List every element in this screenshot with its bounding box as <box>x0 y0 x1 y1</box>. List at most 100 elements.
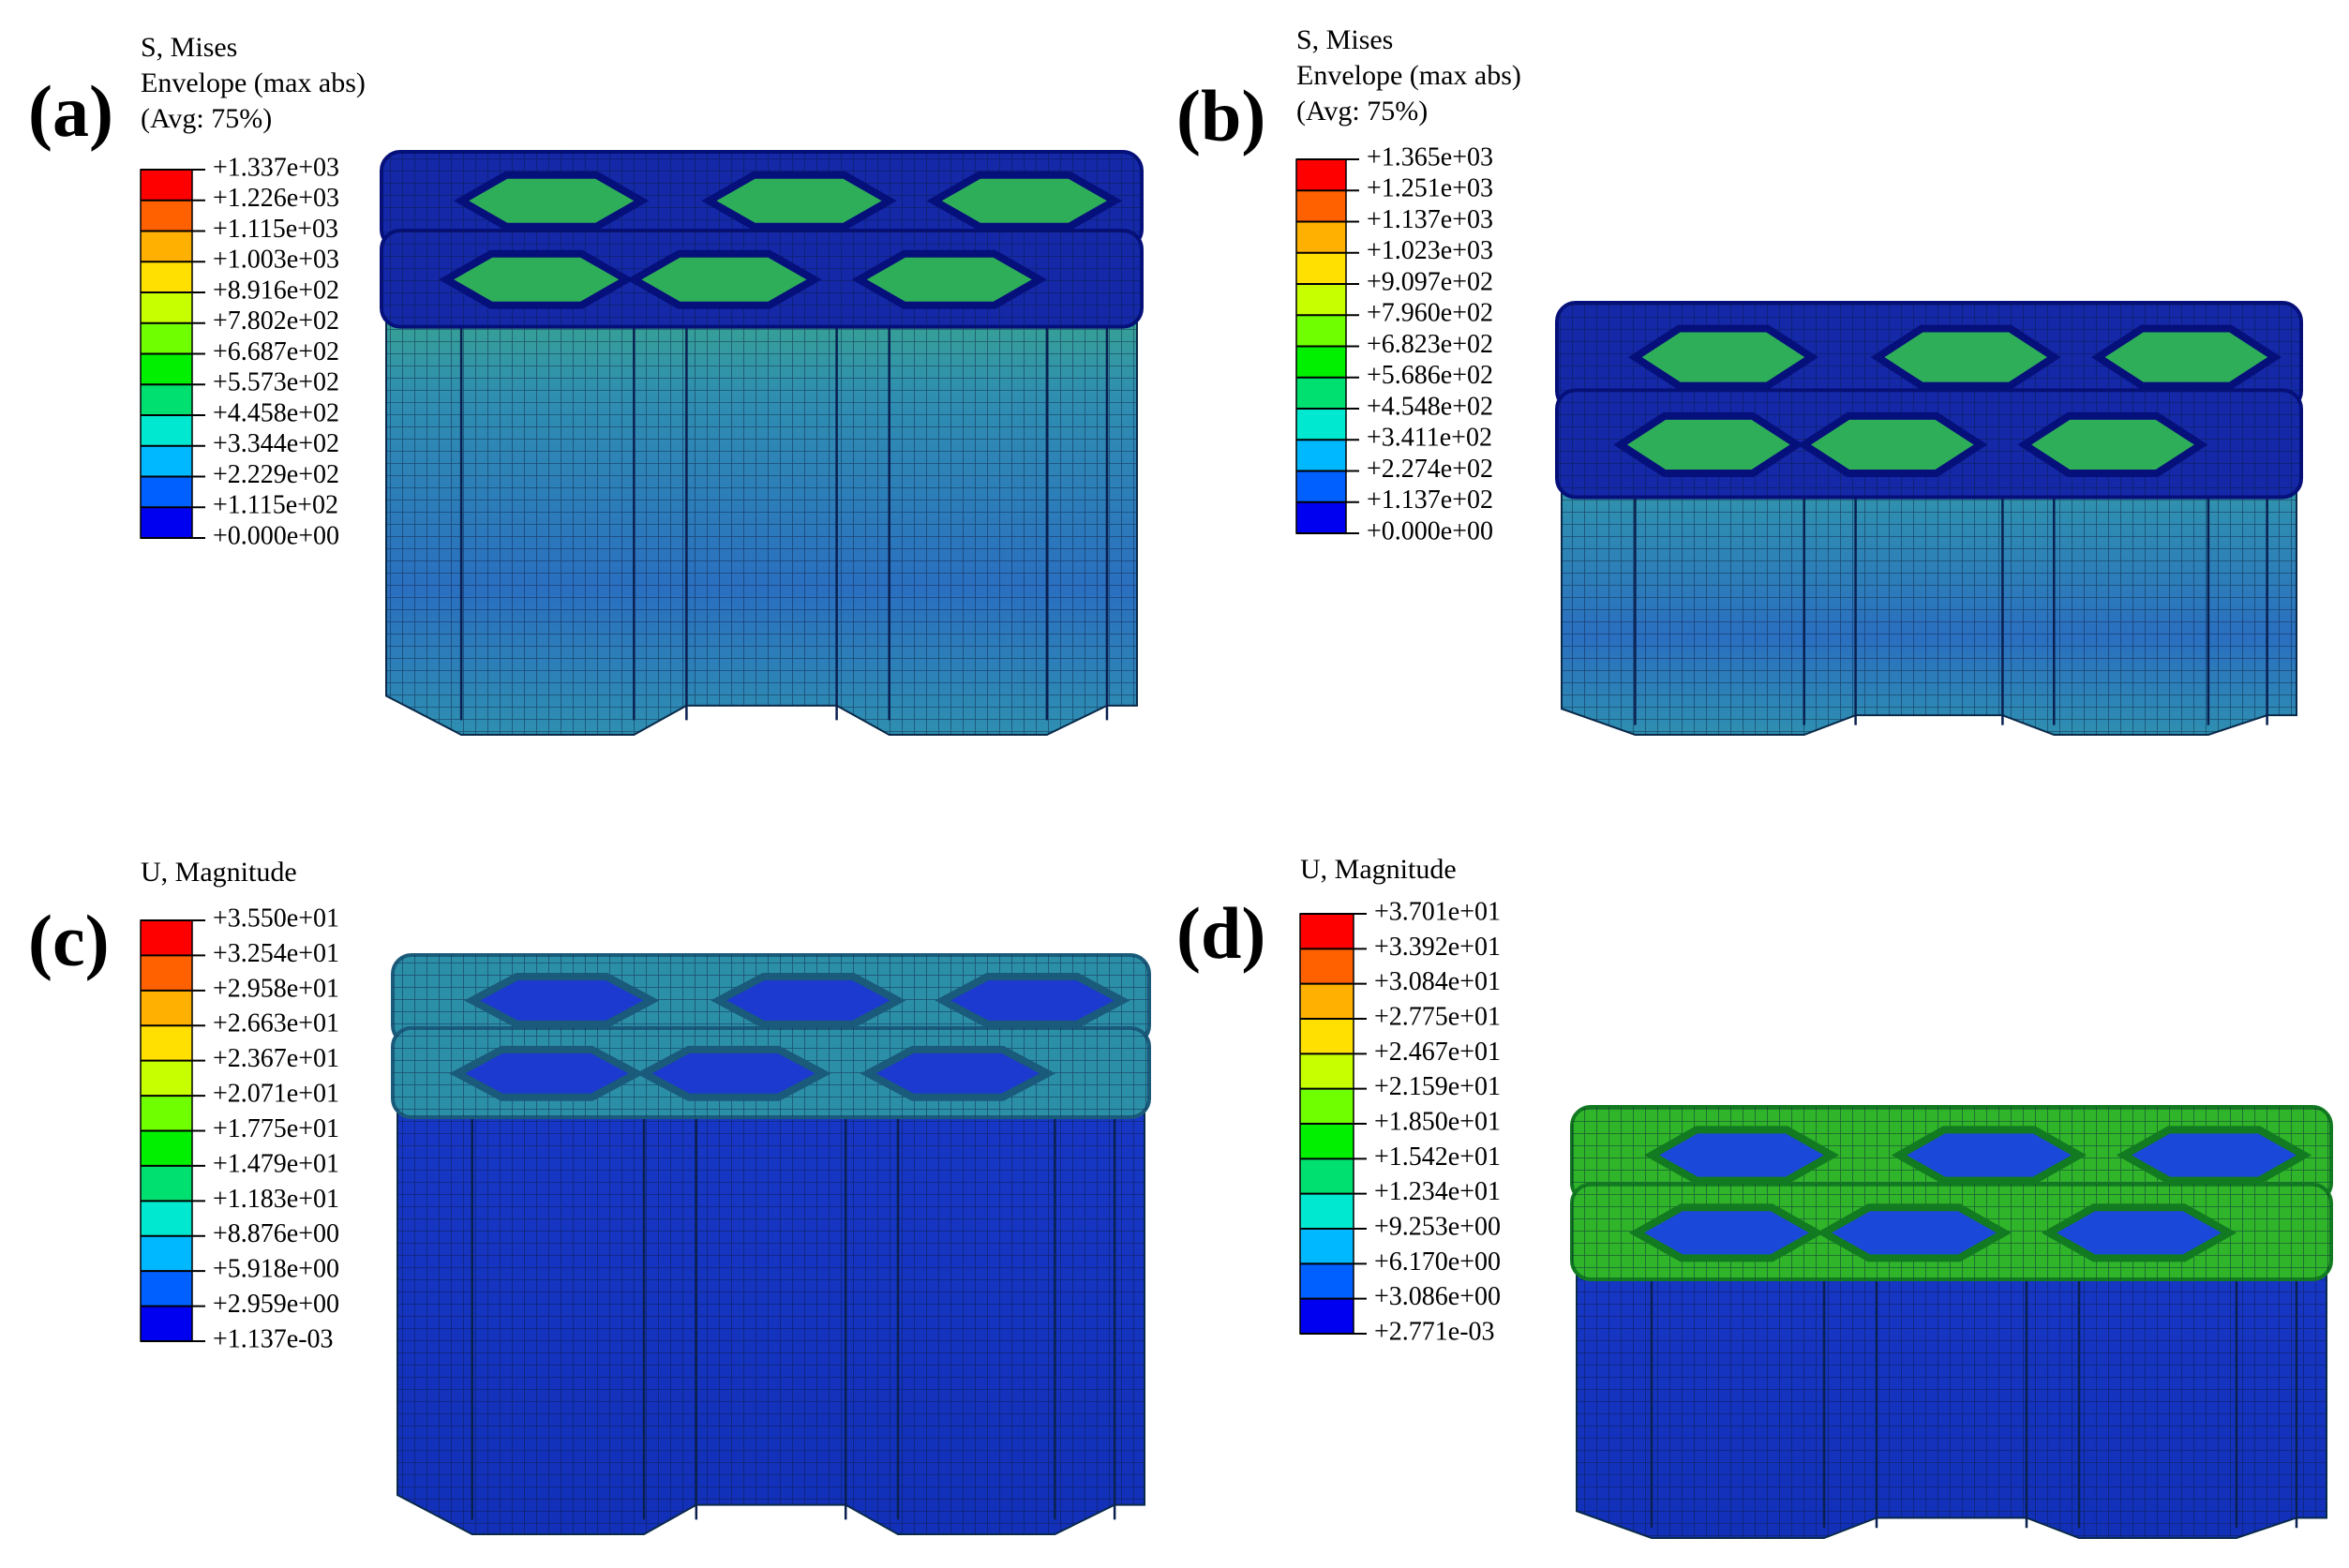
legend-value: +1.479e+01 <box>213 1149 339 1178</box>
hex-cell <box>851 249 1047 309</box>
legend-value: +1.115e+03 <box>213 215 338 244</box>
legend-value: +2.159e+01 <box>1374 1072 1501 1101</box>
legend-band <box>141 200 192 231</box>
hex-cell <box>464 972 660 1028</box>
legend-title: Envelope (max abs) <box>1296 60 1521 91</box>
legend-title: (Avg: 75%) <box>1296 96 1428 127</box>
legend-value: +1.775e+01 <box>213 1114 339 1143</box>
legend-band <box>1300 948 1354 985</box>
legend-band <box>1296 377 1346 410</box>
legend-value: +6.687e+02 <box>213 337 339 366</box>
legend-value: +2.467e+01 <box>1374 1038 1501 1067</box>
legend-band <box>1300 983 1354 1020</box>
legend-value: +7.802e+02 <box>213 306 339 336</box>
mesh-grid <box>1577 1202 2327 1538</box>
legend-value: +0.000e+00 <box>213 521 339 550</box>
legend-value: +1.234e+01 <box>1374 1177 1501 1206</box>
legend-title: S, Mises <box>141 32 237 63</box>
legend-value: +5.918e+00 <box>213 1255 339 1284</box>
legend-value: +6.170e+00 <box>1374 1247 1501 1277</box>
legend-value: +2.771e-03 <box>1374 1317 1495 1346</box>
hex-cell <box>454 171 650 231</box>
legend-value: +1.137e-03 <box>213 1324 334 1353</box>
legend-value: +4.458e+02 <box>213 398 339 427</box>
legend-value: +6.823e+02 <box>1367 330 1493 359</box>
legend-band <box>141 1096 192 1131</box>
hex-cell <box>701 171 897 231</box>
legend-band <box>1296 159 1346 191</box>
panel-label: (d) <box>1176 892 1265 974</box>
hex-cell <box>2116 1126 2312 1185</box>
legend-band <box>1300 1158 1354 1195</box>
hex-cell <box>711 972 906 1028</box>
hex-cell <box>1613 411 1804 477</box>
legend-band <box>1296 346 1346 379</box>
legend-title: U, Magnitude <box>141 857 297 888</box>
legend-value: +1.183e+01 <box>213 1185 339 1214</box>
legend-value: +5.573e+02 <box>213 368 339 397</box>
legend-value: +3.344e+02 <box>213 429 339 458</box>
panel-label: (a) <box>28 70 113 152</box>
legend-value: +1.023e+03 <box>1367 236 1493 265</box>
legend-band <box>1296 409 1346 441</box>
legend-band <box>141 1235 192 1272</box>
legend-band <box>1296 501 1346 534</box>
legend-value: +1.365e+03 <box>1367 142 1493 172</box>
legend-band <box>1296 315 1346 347</box>
legend-band <box>1300 1229 1354 1264</box>
legend-band <box>1296 440 1346 471</box>
legend-title: (Avg: 75%) <box>141 103 272 134</box>
legend-band <box>141 445 192 477</box>
legend-band <box>141 1025 192 1062</box>
hex-cell <box>449 1045 645 1101</box>
legend-band <box>141 1306 192 1342</box>
fe-model <box>1570 1105 2333 1539</box>
legend-value: +3.411e+02 <box>1367 424 1492 453</box>
legend-title: U, Magnitude <box>1300 854 1457 885</box>
legend-value: +1.337e+03 <box>213 153 339 182</box>
hex-cell <box>926 171 1123 231</box>
legend-value: +3.086e+00 <box>1374 1282 1501 1311</box>
legend-band <box>1296 470 1346 503</box>
legend-band <box>141 1060 192 1097</box>
legend-value: +1.542e+01 <box>1374 1142 1501 1172</box>
legend-band <box>141 415 192 447</box>
legend-value: +3.701e+01 <box>1374 897 1501 926</box>
legend-value: +1.137e+03 <box>1367 205 1493 234</box>
legend-value: +7.960e+02 <box>1367 299 1493 328</box>
hex-cell <box>1628 1203 1825 1262</box>
legend-value: +9.097e+02 <box>1367 267 1493 296</box>
legend-band <box>1300 914 1354 949</box>
hex-cell <box>636 1045 831 1101</box>
legend-band <box>1296 284 1346 316</box>
legend-band <box>141 1201 192 1237</box>
hex-cell <box>935 972 1130 1028</box>
legend-value: +8.876e+00 <box>213 1219 339 1248</box>
legend-band <box>1300 1298 1354 1335</box>
legend-band <box>1296 252 1346 285</box>
legend-value: +8.916e+02 <box>213 276 339 305</box>
legend-value: +2.959e+00 <box>213 1290 339 1319</box>
legend-title: S, Mises <box>1296 24 1393 55</box>
mesh-grid <box>386 247 1137 735</box>
legend-band <box>141 292 192 324</box>
hex-cell <box>2090 324 2282 390</box>
legend-value: +3.392e+01 <box>1374 933 1501 962</box>
legend-band <box>1296 221 1346 254</box>
legend-band <box>141 384 192 416</box>
legend-band <box>1300 1053 1354 1090</box>
legend-value: +1.850e+01 <box>1374 1107 1501 1136</box>
legend-band <box>141 353 192 385</box>
mesh-grid <box>397 1044 1145 1534</box>
legend-value: +2.071e+01 <box>213 1080 339 1109</box>
legend-band <box>141 476 192 508</box>
legend-value: +1.115e+02 <box>213 491 338 520</box>
panel-label: (b) <box>1176 75 1265 157</box>
legend-value: +1.251e+03 <box>1367 174 1493 203</box>
hex-cell <box>2041 1203 2237 1262</box>
legend-value: +2.274e+02 <box>1367 455 1493 484</box>
legend-band <box>141 507 192 539</box>
legend-band <box>141 170 192 202</box>
legend-band <box>1300 1019 1354 1054</box>
